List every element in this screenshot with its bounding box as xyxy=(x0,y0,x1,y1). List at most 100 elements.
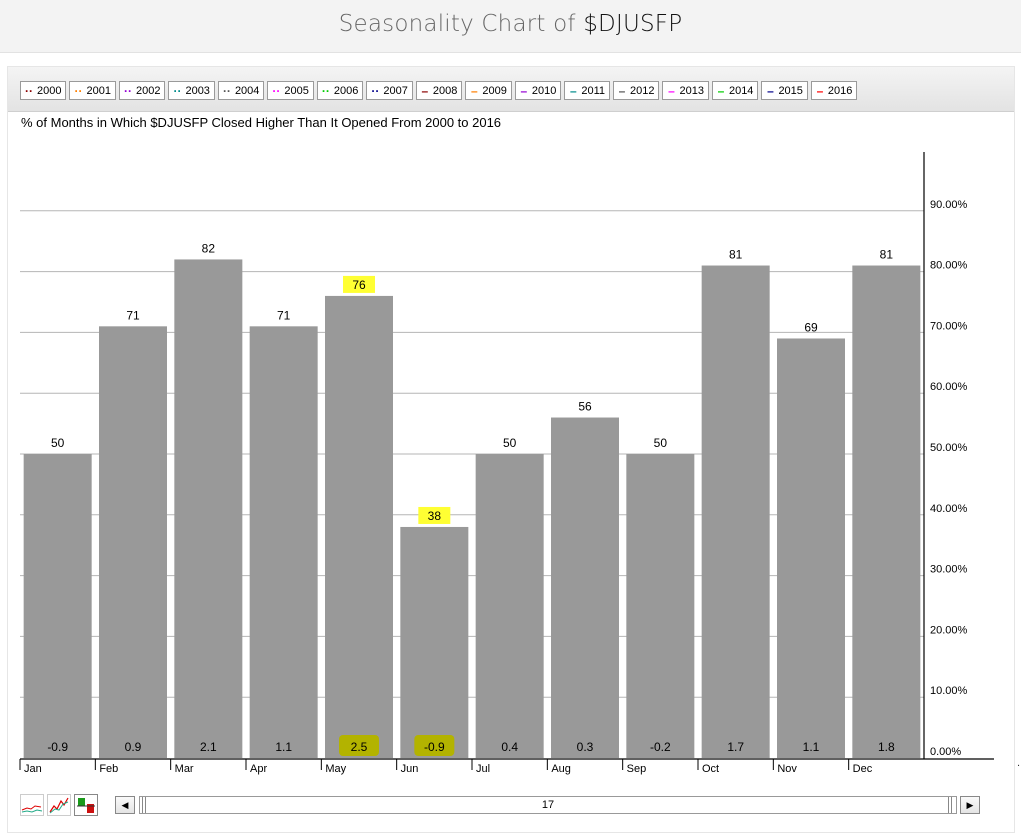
legend-marker-icon: ·· xyxy=(371,83,380,98)
legend-item-2008[interactable]: –2008 xyxy=(415,81,463,100)
legend-item-2012[interactable]: –2012 xyxy=(612,81,660,100)
legend-label: 2010 xyxy=(531,84,557,97)
legend-item-2005[interactable]: ·· 2005 xyxy=(267,81,314,100)
legend-bar: ·· 2000 ·· 2001 ·· 2002 ·· 2003 ·· 2004 ·· 2005 ·· 20… xyxy=(8,67,1014,112)
scroll-right-button[interactable]: ▶ xyxy=(960,796,980,814)
legend-marker-icon: ·· xyxy=(123,83,132,98)
legend-label: 2007 xyxy=(383,84,408,97)
value-highlight xyxy=(418,506,451,524)
legend-label: 2005 xyxy=(284,84,309,97)
chart-panel: ·· 2000 ·· 2001 ·· 2002 ·· 2003 ·· 2004 ·· 2005 ·· 20… xyxy=(7,66,1015,833)
legend-marker-icon: – xyxy=(471,83,478,98)
avg-return-label: 1.1 xyxy=(275,740,292,754)
legend-label: 2002 xyxy=(135,84,161,97)
bar-value-label: 81 xyxy=(729,248,743,262)
right-arrow-icon: ▶ xyxy=(966,800,974,810)
avg-return-label: 2.5 xyxy=(351,740,368,754)
y-tick-label: 30.00% xyxy=(930,564,968,576)
x-tick-label: Sep xyxy=(627,763,647,775)
return-highlight xyxy=(339,735,379,756)
x-tick-label: Apr xyxy=(250,763,267,775)
side-mark: . xyxy=(1017,757,1021,769)
seasonality-bars-icon[interactable] xyxy=(74,794,98,816)
legend-item-2015[interactable]: –2015 xyxy=(761,81,808,100)
legend-item-2003[interactable]: ·· 2003 xyxy=(168,81,215,100)
legend-item-2001[interactable]: ·· 2001 xyxy=(69,81,116,100)
legend-marker-icon: – xyxy=(668,83,675,98)
legend-item-2000[interactable]: ·· 2000 xyxy=(20,81,67,100)
legend-item-2013[interactable]: –2013 xyxy=(662,81,709,100)
x-tick-label: Jun xyxy=(401,763,419,775)
scroll-grip-right[interactable] xyxy=(948,797,952,813)
legend-label: 2008 xyxy=(432,84,458,97)
legend-marker-icon: ·· xyxy=(222,83,231,98)
y-tick-label: 10.00% xyxy=(930,685,968,697)
legend-item-2004[interactable]: ·· 2004 xyxy=(217,81,265,100)
legend-item-2016[interactable]: –2016 xyxy=(810,81,858,100)
legend-label: 2009 xyxy=(482,84,507,97)
legend-label: 2013 xyxy=(679,84,704,97)
legend-label: 2012 xyxy=(629,84,655,97)
bar-oct xyxy=(701,265,770,758)
legend-item-2002[interactable]: ·· 2002 xyxy=(118,81,166,100)
legend-label: 2000 xyxy=(37,84,62,97)
x-tick-label: Jan xyxy=(24,763,42,775)
legend-item-2014[interactable]: –2014 xyxy=(711,81,759,100)
avg-return-label: 0.3 xyxy=(577,740,594,754)
bar-apr xyxy=(249,326,318,758)
legend-marker-icon: – xyxy=(569,83,577,98)
bar-value-label: 38 xyxy=(428,509,442,523)
y-tick-label: 90.00% xyxy=(930,199,968,211)
performance-chart-icon[interactable] xyxy=(47,794,71,816)
bar-value-label: 50 xyxy=(654,436,668,450)
legend-item-2011[interactable]: –2011 xyxy=(564,81,610,100)
legend-item-2009[interactable]: –2009 xyxy=(465,81,512,100)
scroll-left-button[interactable]: ◀ xyxy=(115,796,135,814)
bar-aug xyxy=(551,417,619,758)
avg-return-label: -0.9 xyxy=(47,740,68,754)
page-header: Seasonality Chart of $DJUSFP xyxy=(0,0,1021,53)
legend-label: 2001 xyxy=(86,84,111,97)
y-tick-label: 0.00% xyxy=(930,746,961,758)
legend-marker-icon: ·· xyxy=(74,83,83,98)
bar-sep xyxy=(626,454,695,758)
avg-return-label: 0.9 xyxy=(125,740,142,754)
bar-value-label: 69 xyxy=(804,320,818,334)
return-highlight xyxy=(414,735,455,756)
line-chart-icon[interactable] xyxy=(20,794,44,816)
bar-jan xyxy=(23,454,92,758)
bar-value-label: 82 xyxy=(202,241,216,255)
legend-marker-icon: – xyxy=(717,83,725,98)
legend-item-2006[interactable]: ·· 2006 xyxy=(316,81,364,100)
x-tick-label: May xyxy=(325,763,346,775)
legend-marker-icon: ·· xyxy=(321,83,330,98)
bar-mar xyxy=(174,259,243,758)
y-tick-label: 70.00% xyxy=(930,320,968,332)
legend-item-2010[interactable]: –2010 xyxy=(514,81,562,100)
title-prefix: Seasonality Chart of xyxy=(338,11,584,37)
chart-title: % of Months in Which $DJUSFP Closed High… xyxy=(21,115,502,130)
period-scrollbar[interactable]: 17 xyxy=(139,796,957,814)
x-tick-label: Nov xyxy=(777,763,797,775)
bar-feb xyxy=(99,326,167,758)
legend-marker-icon: ·· xyxy=(272,83,281,98)
legend-marker-icon: ·· xyxy=(173,83,182,98)
avg-return-label: -0.2 xyxy=(650,740,671,754)
scroll-grip-left[interactable] xyxy=(142,797,146,813)
legend-marker-icon: – xyxy=(816,83,824,98)
left-arrow-icon: ◀ xyxy=(121,800,129,810)
legend-label: 2014 xyxy=(728,84,754,97)
x-tick-label: Aug xyxy=(551,763,571,775)
legend-label: 2015 xyxy=(778,84,803,97)
legend-label: 2003 xyxy=(185,84,210,97)
value-highlight xyxy=(343,275,375,293)
avg-return-label: 1.1 xyxy=(803,740,820,754)
legend-label: 2011 xyxy=(581,84,605,97)
legend-item-2007[interactable]: ·· 2007 xyxy=(366,81,413,100)
seasonality-chart: 50 -0.9 71 0.9 82 2.1 71 1.1 76 2.5 38 -0.9 50 0.4 56 0… xyxy=(19,152,994,775)
y-tick-label: 40.00% xyxy=(930,503,968,515)
bar-jun xyxy=(400,526,469,758)
y-tick-label: 60.00% xyxy=(930,381,968,393)
bar-may xyxy=(325,295,393,758)
x-tick-label: Oct xyxy=(702,763,719,775)
